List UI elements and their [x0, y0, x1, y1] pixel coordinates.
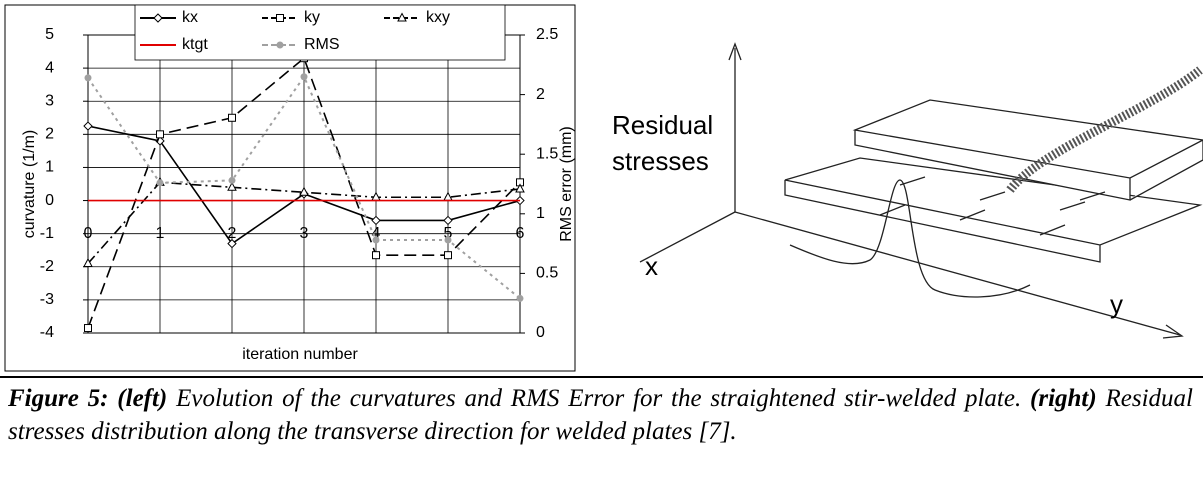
marker	[445, 252, 452, 259]
y-axis-label: y	[1110, 289, 1123, 319]
marker	[517, 295, 524, 302]
marker	[445, 237, 452, 244]
y2-tick-label: 1	[536, 205, 545, 222]
y2-tick-label: 2.5	[536, 26, 558, 43]
legend-label: ktgt	[182, 36, 208, 53]
caption-label: Figure 5:	[8, 385, 108, 412]
y2-tick-label: 2	[536, 86, 545, 103]
figure: curvature (1/m) RMS error (mm) iteration…	[0, 0, 1203, 376]
y2-tick-label: 1.5	[536, 145, 558, 162]
marker	[157, 131, 164, 138]
marker	[372, 216, 380, 224]
y-tick-label: -2	[40, 258, 54, 275]
x-tick-label: 3	[300, 225, 309, 242]
marker	[277, 15, 284, 22]
marker	[157, 179, 164, 186]
y2-axis-title: RMS error (mm)	[558, 126, 575, 242]
y-tick-label: 4	[45, 59, 54, 76]
y-tick-label: -1	[40, 225, 54, 242]
x-axis-title: iteration number	[242, 346, 358, 363]
marker	[373, 237, 380, 244]
page: curvature (1/m) RMS error (mm) iteration…	[0, 0, 1203, 484]
y2-tick-label: 0	[536, 324, 545, 341]
legend-label: ky	[304, 9, 320, 26]
marker	[444, 216, 452, 224]
y-tick-label: 5	[45, 26, 54, 43]
y-tick-label: 0	[45, 192, 54, 209]
marker	[373, 252, 380, 259]
marker	[229, 177, 236, 184]
marker	[229, 114, 236, 121]
y-tick-label: 1	[45, 159, 54, 176]
marker	[301, 73, 308, 80]
caption-text: Evolution of the curvatures and RMS Erro…	[176, 385, 1021, 412]
marker	[84, 122, 92, 130]
legend-label: RMS	[304, 36, 340, 53]
y-tick-label: -4	[40, 324, 54, 341]
marker	[85, 325, 92, 332]
caption: Figure 5: (left) Evolution of the curvat…	[0, 376, 1203, 484]
caption-tag: (left)	[117, 385, 167, 412]
x-axis-label: x	[645, 251, 658, 281]
y-axis-title: curvature (1/m)	[21, 130, 38, 238]
marker	[277, 42, 284, 49]
marker	[228, 183, 236, 191]
y-tick-label: 3	[45, 92, 54, 109]
legend-label: kx	[182, 9, 198, 26]
y2-tick-label: 0.5	[536, 265, 558, 282]
marker	[85, 74, 92, 81]
x-tick-label: 1	[156, 225, 165, 242]
stress-label: Residual	[612, 110, 713, 140]
legend-label: kxy	[426, 9, 450, 26]
caption-tag: (right)	[1030, 385, 1097, 412]
y-tick-label: 2	[45, 126, 54, 143]
stress-label: stresses	[612, 146, 709, 176]
y-tick-label: -3	[40, 291, 54, 308]
